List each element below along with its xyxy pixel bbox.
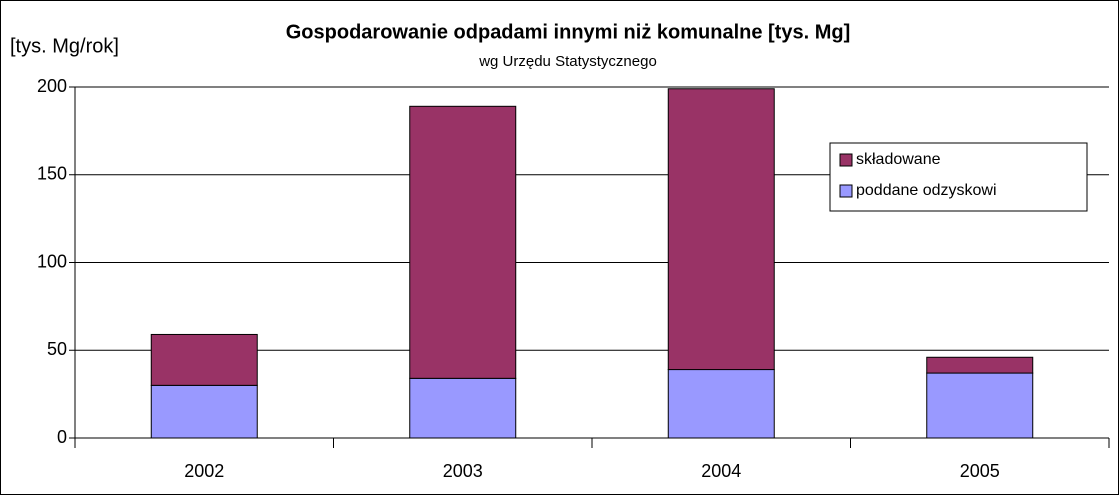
y-tick-label: 50 <box>47 339 67 359</box>
chart-title: Gospodarowanie odpadami innymi niż komun… <box>286 21 851 43</box>
y-tick-label: 150 <box>37 164 67 184</box>
x-tick-label: 2004 <box>701 461 741 481</box>
legend-swatch <box>839 184 853 198</box>
bar-segment <box>409 105 517 379</box>
bar-segment <box>150 333 258 386</box>
legend-swatch <box>839 153 853 167</box>
bar-segment <box>667 88 775 371</box>
bar-segment <box>150 384 258 439</box>
x-tick-label: 2003 <box>443 461 483 481</box>
y-tick-label: 200 <box>37 76 67 96</box>
y-axis-label: [tys. Mg/rok] <box>10 35 119 57</box>
legend-box <box>829 142 1088 212</box>
chart-subtitle: wg Urzędu Statystycznego <box>478 53 657 70</box>
y-tick-label: 100 <box>37 251 67 271</box>
legend-label: składowane <box>856 151 941 168</box>
x-tick-label: 2005 <box>960 461 1000 481</box>
bar-segment <box>667 369 775 439</box>
x-tick-label: 2002 <box>184 461 224 481</box>
bar-segment <box>926 372 1034 439</box>
legend-label: poddane odzyskowi <box>856 182 997 199</box>
y-tick-label: 0 <box>57 427 67 447</box>
bar-segment <box>926 356 1034 374</box>
bar-segment <box>409 377 517 439</box>
